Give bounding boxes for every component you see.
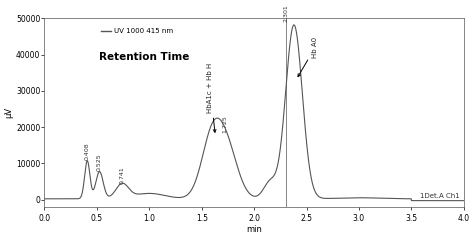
Text: 0.741: 0.741: [119, 167, 125, 184]
Text: Retention Time: Retention Time: [99, 52, 190, 62]
Legend: UV 1000 415 nm: UV 1000 415 nm: [98, 26, 176, 37]
Text: 1.725: 1.725: [223, 115, 228, 133]
Text: Hb A0: Hb A0: [298, 37, 318, 77]
Text: 1Det.A Ch1: 1Det.A Ch1: [420, 193, 460, 199]
Text: HbA1c + Hb H: HbA1c + Hb H: [207, 62, 216, 132]
Y-axis label: μV: μV: [4, 107, 13, 118]
Text: 0.525: 0.525: [97, 154, 102, 171]
Text: 0.408: 0.408: [85, 143, 90, 160]
Text: 2.301: 2.301: [283, 4, 288, 22]
X-axis label: min: min: [246, 225, 262, 234]
